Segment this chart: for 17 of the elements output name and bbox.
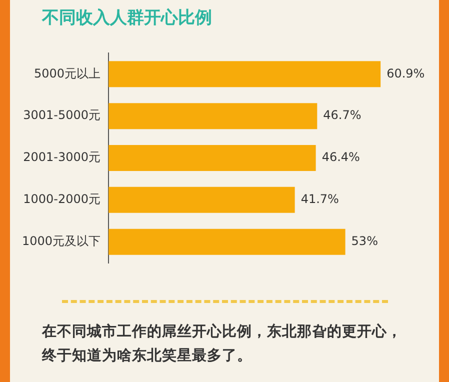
y-tick-label: 1000元及以下 [22, 234, 101, 248]
chart-title: 不同收入人群开心比例 [42, 7, 212, 29]
data-label: 53% [351, 234, 378, 248]
bar [108, 103, 318, 130]
y-tick-label: 2001-3000元 [23, 150, 101, 164]
bar [108, 61, 381, 88]
text: 在不同城市工作的屌丝开心比例，东北那旮的更开心，终于知道为啥东北笑星最多了。 [42, 322, 403, 366]
data-label: 41.7% [300, 192, 339, 206]
bar [108, 186, 295, 213]
y-tick-label: 3001-5000元 [23, 108, 101, 122]
data-label: 60.9% [386, 66, 425, 80]
bar [108, 228, 346, 255]
y-tick-label: 5000元以上 [34, 66, 101, 80]
data-label: 46.7% [323, 108, 362, 122]
data-label: 46.4% [322, 150, 360, 164]
bar [108, 145, 316, 171]
y-tick-label: 1000-2000元 [23, 192, 101, 206]
